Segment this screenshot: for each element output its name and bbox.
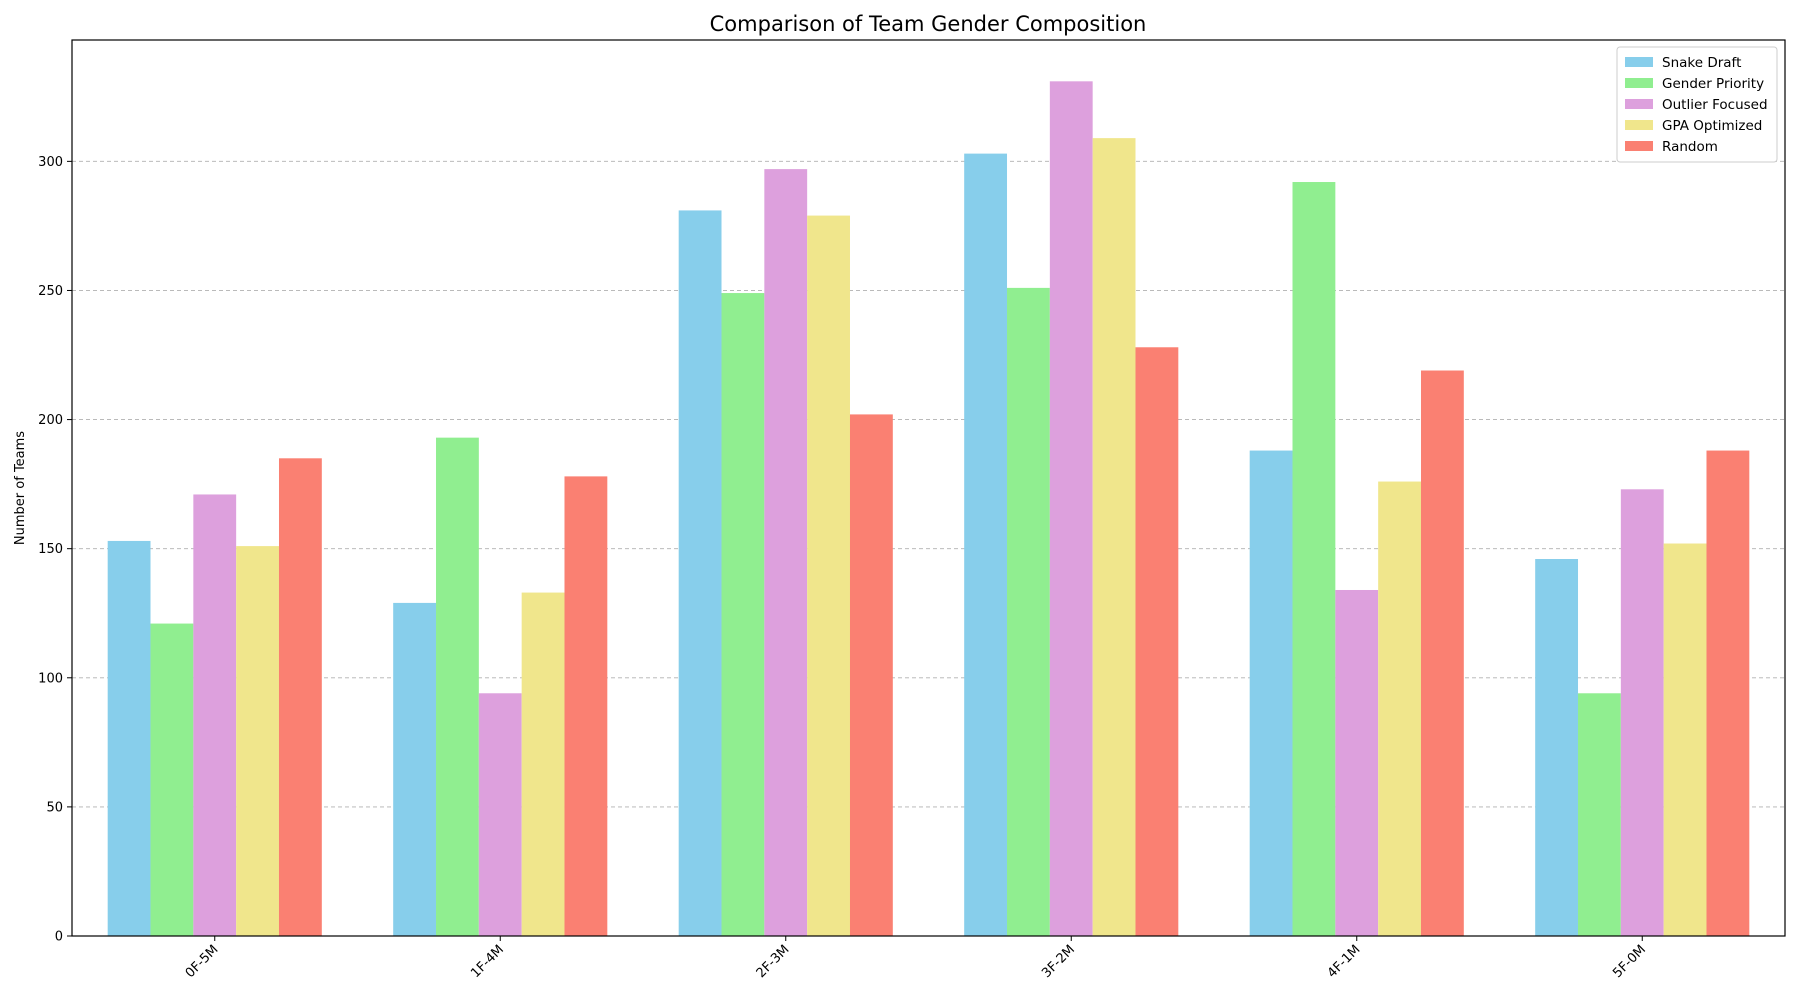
- bar-outlier-focused: [1049, 81, 1093, 937]
- bar-gender-priority: [1292, 182, 1336, 937]
- bar-snake-draft: [1535, 559, 1579, 936]
- legend-label: Gender Priority: [1662, 76, 1764, 92]
- bar-gpa-optimized: [1092, 138, 1136, 936]
- chart-title: Comparison of Team Gender Composition: [710, 12, 1147, 36]
- bar-gpa-optimized: [807, 215, 850, 936]
- y-axis-label: Number of Teams: [13, 431, 28, 545]
- bar-random: [1706, 450, 1750, 936]
- legend-label: Snake Draft: [1662, 55, 1741, 71]
- y-tick-label: 300: [38, 155, 63, 170]
- x-tick-label: 1F-4M: [468, 942, 507, 981]
- bar-snake-draft: [964, 153, 1008, 936]
- bar-gender-priority: [436, 437, 479, 936]
- bar-snake-draft: [678, 210, 722, 936]
- legend-swatch: [1625, 78, 1653, 88]
- bar-snake-draft: [393, 602, 437, 936]
- bar-gpa-optimized: [1663, 543, 1707, 936]
- bar-outlier-focused: [193, 494, 237, 936]
- legend-swatch: [1625, 141, 1653, 151]
- legend: Snake Draft Gender Priority Outlier Focuse…: [1616, 46, 1778, 163]
- y-tick-label: 200: [38, 413, 63, 428]
- x-tick-label: 4F-1M: [1325, 942, 1364, 981]
- bar-random: [278, 458, 322, 936]
- y-tick-label: 150: [38, 542, 63, 557]
- bar-outlier-focused: [1335, 589, 1379, 936]
- bar-snake-draft: [107, 540, 151, 936]
- bar-snake-draft: [1249, 450, 1293, 936]
- legend-label: Random: [1662, 139, 1718, 155]
- x-tick-label: 0F-5M: [183, 942, 222, 981]
- x-tick-label: 3F-2M: [1039, 942, 1078, 981]
- bar-gpa-optimized: [1378, 481, 1421, 936]
- legend-swatch: [1625, 99, 1653, 109]
- bar-gender-priority: [150, 623, 194, 936]
- y-tick-label: 50: [46, 800, 63, 815]
- bar-random: [1135, 347, 1179, 936]
- legend-label: Outlier Focused: [1662, 97, 1768, 113]
- bar-random: [1420, 370, 1464, 937]
- bar-random: [849, 414, 893, 937]
- legend-swatch: [1625, 57, 1653, 67]
- bar-outlier-focused: [478, 693, 522, 936]
- gridlines: [72, 160, 1785, 808]
- bar-gender-priority: [1007, 287, 1050, 936]
- plot-frame: [71, 39, 1786, 937]
- bar-gender-priority: [1578, 693, 1621, 936]
- bar-gender-priority: [721, 293, 765, 937]
- x-tick-label: 5F-0M: [1610, 942, 1649, 981]
- bar-gpa-optimized: [521, 592, 565, 936]
- bar-random: [564, 476, 608, 936]
- legend-label: GPA Optimized: [1662, 118, 1762, 134]
- legend-swatch: [1625, 120, 1653, 130]
- x-tick-label: 2F-3M: [754, 942, 793, 981]
- y-tick-label: 100: [38, 671, 63, 686]
- bar-outlier-focused: [1620, 489, 1664, 936]
- y-tick-label: 0: [55, 930, 63, 945]
- legend-frame: [1616, 46, 1778, 163]
- y-tick-label: 250: [38, 284, 63, 299]
- bars: [107, 81, 1750, 937]
- bar-gpa-optimized: [236, 546, 279, 936]
- bar-outlier-focused: [764, 169, 808, 936]
